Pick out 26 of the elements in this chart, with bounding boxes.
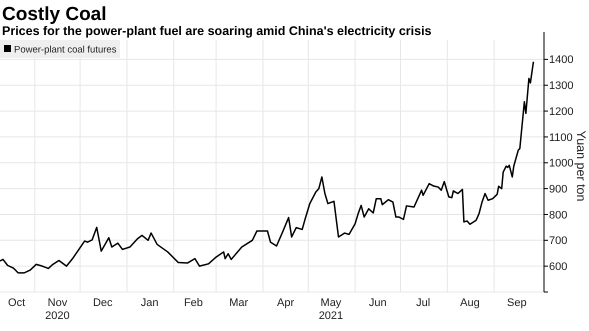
x-tick-label: Feb [184, 297, 203, 309]
x-tick-label: Aug [460, 297, 480, 309]
y-tick-label: 700 [549, 235, 568, 248]
y-axis-title: Yuan per ton [574, 130, 588, 202]
y-tick-label: 1300 [549, 80, 574, 92]
x-tick-label: Jun [368, 297, 387, 309]
y-tick-label: 600 [549, 261, 568, 274]
x-tick-label: Jul [416, 297, 430, 309]
y-tick-label: 1100 [549, 132, 573, 144]
y-tick-label: 900 [549, 183, 568, 196]
x-tick-label: Dec [92, 297, 114, 309]
chart-subtitle: Prices for the power-plant fuel are soaring amid China's electricity crisis [2, 24, 432, 38]
x-tick-label: May 2021 [318, 297, 344, 322]
y-tick-label: 1200 [549, 106, 574, 118]
y-tick-label: 800 [549, 209, 568, 222]
x-tick-label: Oct [8, 297, 26, 309]
line-series [0, 60, 534, 274]
y-tick-label: 1000 [549, 158, 574, 170]
x-tick-label: Jan [140, 297, 158, 309]
x-tick-label: Apr [277, 297, 294, 309]
x-tick-label: Sep [507, 297, 527, 309]
x-tick-label: Mar [229, 297, 249, 309]
legend-label: Power-plant coal futures [14, 44, 117, 56]
chart-title: Costly Coal [2, 4, 107, 25]
y-tick-label: 1400 [549, 54, 574, 66]
x-tick-label: Nov 2020 [45, 297, 70, 322]
